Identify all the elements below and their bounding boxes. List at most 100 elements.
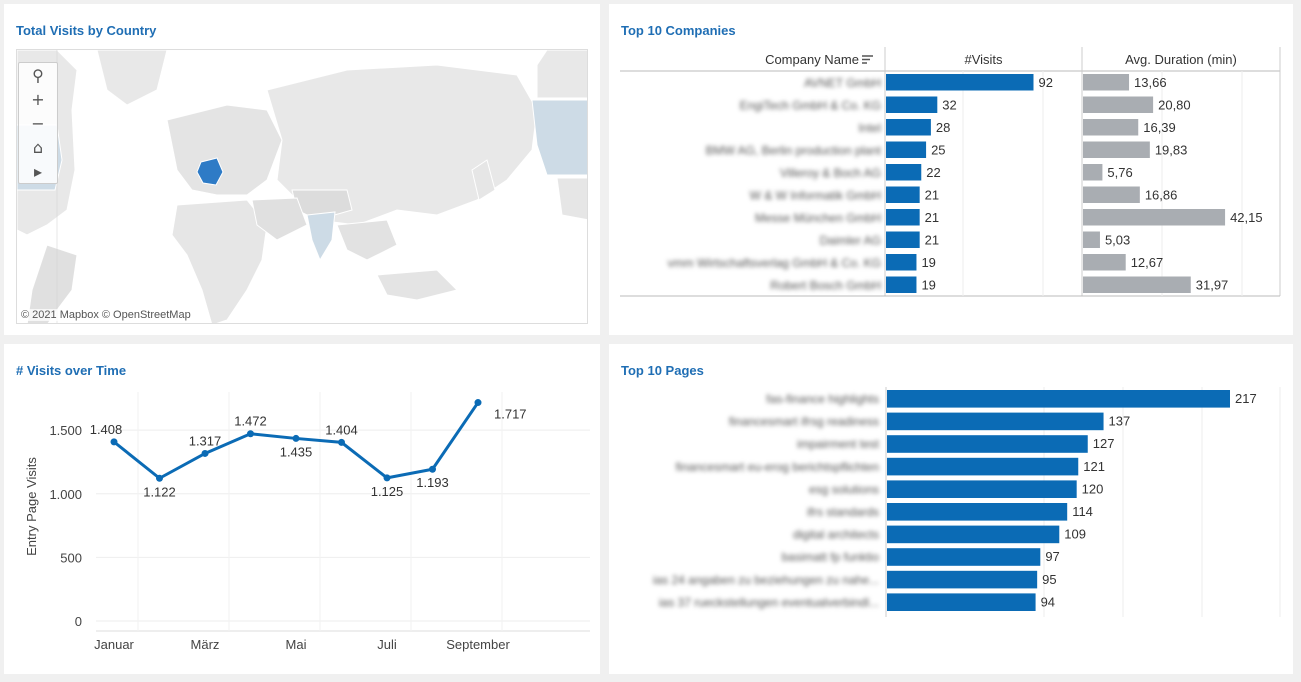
page-value-label: 114 [1072,504,1093,519]
data-point [292,434,300,442]
duration-bar [1083,164,1103,181]
header-company-name: Company Name [765,52,859,67]
visits-bar [886,276,917,293]
page-value-label: 95 [1042,572,1056,587]
x-tick-label: September [446,637,510,652]
visits-label: 22 [926,165,940,180]
visits-bar [886,254,917,271]
page-bar [887,480,1077,498]
zoom-in-icon[interactable]: + [31,89,45,109]
company-name: BMW AG, Berlin production plant [706,144,882,158]
data-label: 1.193 [416,475,449,490]
company-name: Intel [858,121,881,135]
visits-label: 21 [925,210,939,225]
data-label: 1.717 [494,407,527,422]
search-icon[interactable]: ⚲ [32,65,44,85]
duration-bar [1083,209,1226,226]
duration-label: 13,66 [1134,75,1167,90]
visits-label: 92 [1038,75,1052,90]
page-name: financesmart ifrsg readiness [729,415,879,429]
world-map[interactable]: ⚲ + − ⌂ ▸ © 2021 Mapbox © OpenStreetMap [16,49,588,324]
y-tick-label: 1.000 [49,487,82,502]
pages-panel-title: Top 10 Pages [621,363,704,378]
page-bar [887,503,1068,521]
page-name: impairment test [797,437,880,451]
page-bar [887,570,1038,589]
europe-shape [166,104,283,196]
page-value-label: 217 [1235,391,1257,406]
duration-label: 42,15 [1230,210,1263,225]
page-bar [887,457,1079,476]
pages-panel: Top 10 Pages fas-finance highlights 217 fi… [609,344,1293,674]
company-name: W & W Informatik GmbH [750,189,881,203]
company-name: Robert Bosch GmbH [770,279,881,293]
companies-panel-title: Top 10 Companies [621,23,736,38]
page-name: ias 37 rueckstellungen eventualverbindl.… [659,595,879,609]
x-tick-label: Juli [377,637,397,652]
germany-highlight [196,157,224,186]
india-highlight [306,211,336,262]
map-controls: ⚲ + − ⌂ ▸ [18,62,58,184]
page-name: digital architects [793,528,879,542]
company-name: AVNET GmbH [804,76,881,90]
data-point [338,438,345,446]
us-highlight [531,99,587,176]
page-name: basimatt fp funktio [782,550,880,564]
play-icon[interactable]: ▸ [33,161,43,181]
page-bar [887,412,1104,431]
duration-bar [1083,119,1139,136]
page-value-label: 109 [1064,527,1086,542]
duration-label: 20,80 [1158,98,1191,113]
data-label: 1.435 [280,444,313,459]
page-name: ias 24 angaben zu beziehungen zu nahe... [653,573,879,587]
page-value-label: 97 [1045,549,1059,564]
duration-label: 19,83 [1155,143,1188,158]
company-name: EngiTech GmbH & Co. KG [740,99,881,113]
pages-bar-chart: fas-finance highlights 217 financesmart if… [653,387,1281,617]
data-label: 1.125 [371,484,404,499]
page-name: esg solutions [809,482,879,496]
data-point [429,465,436,473]
duration-bar [1083,231,1100,248]
data-point [474,399,482,407]
y-axis-label: Entry Page Visits [24,457,39,556]
data-label: 1.472 [234,414,267,429]
visits-label: 25 [931,143,945,158]
page-name: fas-finance highlights [766,392,879,406]
x-tick-label: Januar [94,637,134,652]
world-map-shapes [17,50,587,323]
company-name: Daimler AG [820,234,881,248]
header-visits: #Visits [964,52,1003,67]
page-bar [887,593,1036,611]
page-name: ifrs standards [807,505,879,519]
duration-label: 16,39 [1143,120,1176,135]
home-icon[interactable]: ⌂ [32,137,44,157]
duration-bar [1083,186,1140,203]
visits-bar [886,96,938,113]
page-value-label: 127 [1093,436,1115,451]
duration-label: 5,76 [1107,165,1132,180]
zoom-out-icon[interactable]: − [31,113,45,133]
map-panel-title: Total Visits by Country [16,23,157,38]
duration-label: 31,97 [1196,278,1229,293]
data-point [247,430,254,438]
visits-label: 21 [925,188,939,203]
page-bar [887,548,1041,566]
visits-label: 21 [925,233,939,248]
company-name: Messe München GmbH [755,211,881,225]
visits-line-chart: 0 500 1.000 1.500 Entry Page Visits Januar Mär… [24,392,590,652]
x-tick-label: Mai [286,637,307,652]
data-point [110,438,118,446]
visits-bar [886,209,920,226]
duration-label: 12,67 [1131,255,1164,270]
page-bar [887,525,1060,544]
data-point [383,474,391,482]
duration-bar [1083,276,1191,293]
header-avg-duration: Avg. Duration (min) [1125,52,1237,67]
sort-icon [862,55,873,64]
page-value-label: 121 [1083,459,1105,474]
data-label: 1.317 [189,433,222,448]
company-name: Villeroy & Boch AG [780,166,881,180]
asia-shape [266,64,538,226]
visits-bar [886,164,922,181]
